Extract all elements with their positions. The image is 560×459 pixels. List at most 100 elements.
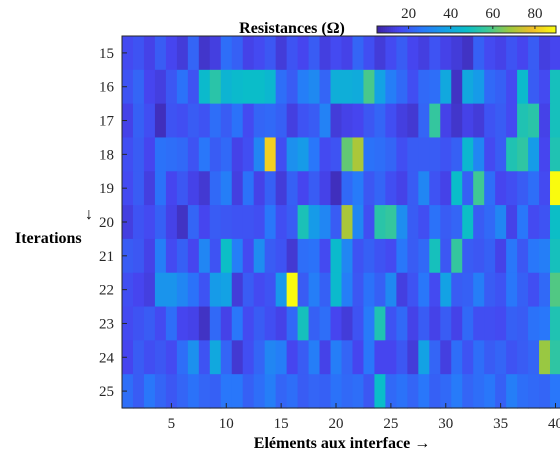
y-axis-label: Iterations — [15, 230, 82, 247]
colorbar-segment — [532, 26, 535, 33]
heatmap-cell — [484, 69, 496, 105]
y-tick-label: 25 — [99, 384, 114, 400]
heatmap-cell — [297, 374, 310, 409]
heatmap-cell — [429, 374, 441, 409]
heatmap-cell — [165, 103, 178, 139]
heatmap-cell — [122, 374, 134, 409]
colorbar-segment — [424, 26, 428, 33]
colorbar-segment — [488, 26, 491, 33]
colorbar-segment — [406, 26, 410, 33]
heatmap-cell — [198, 340, 211, 375]
heatmap-cell — [132, 69, 145, 105]
heatmap-cell — [385, 340, 397, 375]
heatmap-cell — [352, 238, 365, 274]
heatmap-cell — [286, 103, 299, 139]
heatmap-cell — [253, 340, 266, 375]
heatmap-cell — [187, 36, 200, 71]
heatmap-cell — [429, 69, 441, 105]
heatmap-cell — [440, 205, 452, 240]
x-axis: 5 10 15 20 25 30 35 40 — [168, 403, 560, 432]
heatmap-cell — [122, 137, 134, 172]
heatmap-cell — [231, 306, 244, 341]
heatmap-cell — [528, 137, 540, 172]
heatmap-cell — [297, 103, 310, 139]
heatmap-cell — [122, 340, 134, 375]
heatmap-cell — [154, 103, 167, 139]
colorbar-segment — [468, 26, 471, 33]
heatmap-cell — [319, 238, 332, 274]
heatmap-cell — [198, 238, 211, 274]
heatmap-cell — [242, 374, 255, 409]
heatmap-cell — [396, 171, 408, 206]
colorbar-segment — [508, 26, 511, 33]
heatmap-cell — [253, 374, 266, 409]
heatmap-cell — [330, 103, 343, 139]
heatmap-cell — [319, 205, 332, 240]
heatmap-cell — [122, 306, 134, 341]
heatmap-cell — [286, 69, 299, 105]
heatmap-cell — [528, 306, 540, 341]
heatmap-cell — [264, 137, 277, 172]
heatmap-cell — [484, 238, 496, 274]
y-tick-label: 20 — [99, 215, 114, 231]
colorbar-segment — [448, 26, 452, 33]
heatmap-cell — [220, 272, 233, 308]
heatmap-cell — [176, 69, 189, 105]
heatmap-cell — [352, 69, 365, 105]
heatmap-cell — [275, 103, 288, 139]
heatmap-cell — [187, 374, 200, 409]
colorbar-segment — [520, 26, 523, 33]
heatmap-cell — [275, 306, 288, 341]
heatmap-cell — [264, 69, 277, 105]
heatmap-cell — [264, 171, 277, 206]
heatmap-cell — [198, 171, 211, 206]
colorbar-segment — [402, 26, 406, 33]
heatmap-cell — [308, 205, 321, 240]
heatmap-cell — [122, 205, 134, 240]
heatmap-cell — [122, 36, 134, 71]
colorbar-segment — [440, 26, 444, 33]
colorbar-segment — [458, 26, 462, 33]
x-tick-label: 40 — [548, 416, 560, 432]
heatmap-cell — [396, 340, 408, 375]
heatmap-cell — [198, 272, 211, 308]
heatmap-cell — [308, 374, 321, 409]
heatmap-cell — [484, 103, 496, 139]
heatmap-cell — [374, 36, 386, 71]
heatmap-cell — [176, 238, 189, 274]
heatmap-cell — [418, 238, 430, 274]
heatmap-cell — [429, 103, 441, 139]
colorbar-segment — [524, 26, 527, 33]
heatmap-cell — [429, 171, 441, 206]
heatmap-cell — [363, 374, 376, 409]
heatmap-cell — [275, 238, 288, 274]
heatmap-cell — [451, 374, 463, 409]
colorbar-segment — [450, 26, 454, 33]
colorbar-segment — [430, 26, 434, 33]
heatmap-cell — [484, 374, 496, 409]
heatmap-cell — [528, 205, 540, 240]
heatmap-cell — [517, 103, 529, 139]
heatmap-cell — [231, 36, 244, 71]
heatmap-cell — [462, 374, 474, 409]
heatmap-cell — [385, 69, 397, 105]
heatmap-cell — [253, 272, 266, 308]
heatmap-cell — [253, 238, 266, 274]
x-tick-label: 10 — [219, 416, 234, 432]
heatmap-cell — [308, 171, 321, 206]
heatmap-cell — [286, 137, 299, 172]
heatmap-cell — [374, 103, 386, 139]
colorbar-segment — [444, 26, 448, 33]
heatmap-cell — [242, 306, 255, 341]
heatmap-cell — [528, 374, 540, 409]
heatmap-cell — [385, 238, 397, 274]
heatmap-cell — [154, 238, 167, 274]
heatmap-cell — [418, 306, 430, 341]
heatmap-cell — [506, 36, 518, 71]
heatmap-cell — [297, 205, 310, 240]
heatmap-cell — [418, 69, 430, 105]
heatmap-cell — [550, 205, 560, 240]
heatmap-cell — [484, 171, 496, 206]
heatmap-cell — [429, 238, 441, 274]
heatmap-cell — [550, 374, 560, 409]
